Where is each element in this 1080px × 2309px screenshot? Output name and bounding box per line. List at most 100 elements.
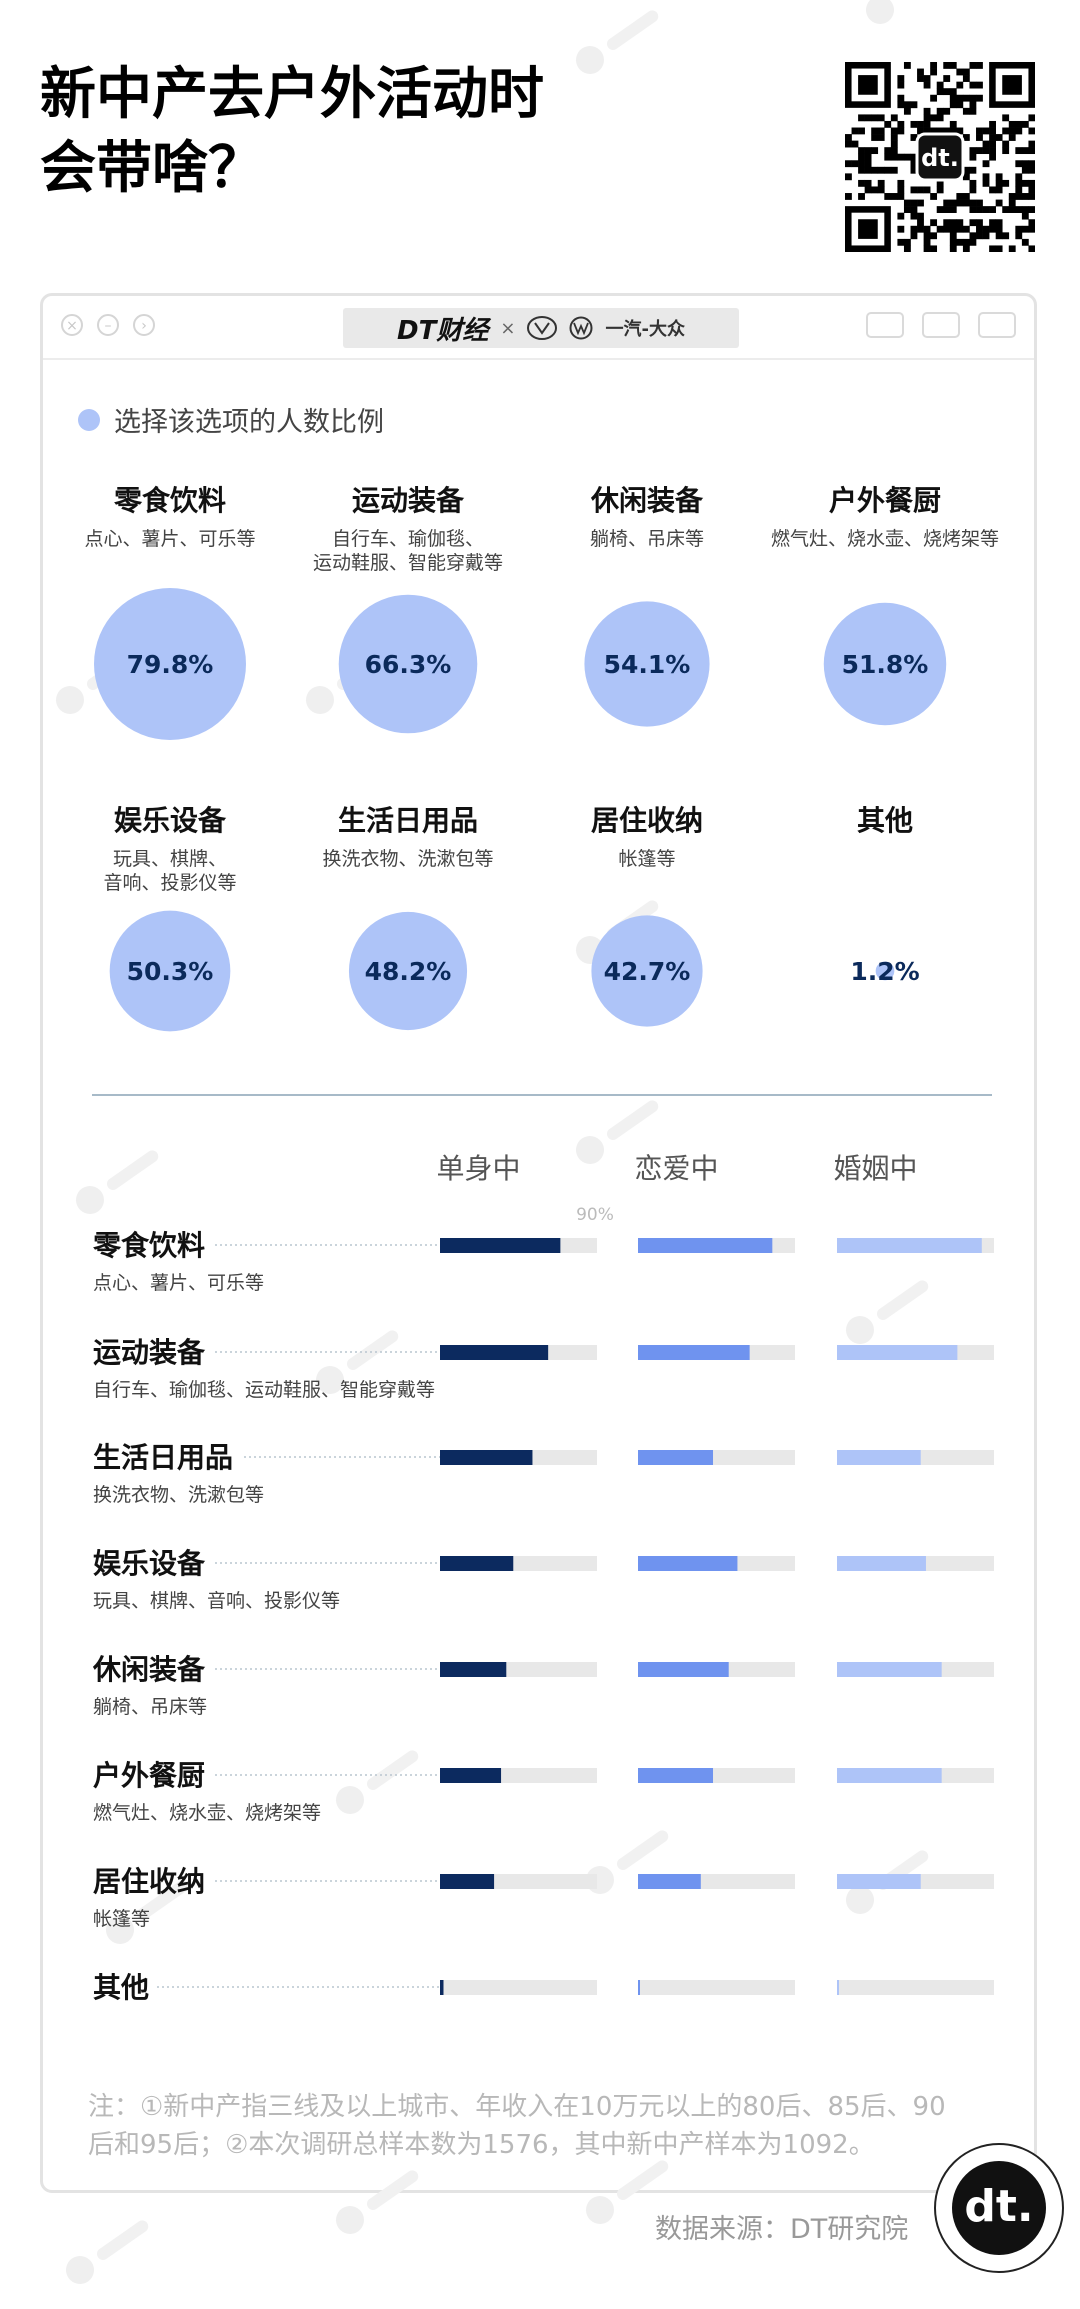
qr-module [858, 160, 865, 168]
watermark-bar [606, 10, 659, 50]
qr-module [995, 219, 1003, 227]
qr-module [949, 245, 957, 252]
qr-module [877, 166, 885, 174]
qr-module [877, 179, 885, 187]
bar-value [638, 1768, 714, 1783]
qr-module [1021, 193, 1029, 200]
qr-module [976, 206, 983, 213]
record-icon[interactable] [866, 312, 904, 338]
qr-module [910, 101, 918, 109]
bubble-value-label: 66.3% [365, 650, 452, 679]
qr-module [976, 147, 983, 155]
bar-category-label: 户外餐厨 [93, 1759, 205, 1792]
qr-module [910, 134, 918, 141]
bubble-circle [338, 594, 478, 734]
qr-module [936, 127, 944, 135]
qr-module [858, 147, 865, 155]
watermark-dot [66, 2256, 94, 2284]
bubble-item: 其他 1.2% [850, 804, 919, 986]
qr-module [1021, 166, 1029, 174]
qr-module [871, 134, 879, 141]
qr-module [1021, 206, 1029, 213]
qr-module [976, 199, 983, 207]
qr-module [936, 114, 944, 122]
watermark-dot [576, 1136, 604, 1164]
qr-module [989, 206, 996, 213]
qr-module [858, 153, 865, 161]
qr-module [1002, 140, 1010, 148]
series-header: 婚姻中 [833, 1152, 917, 1185]
bar-category-label: 生活日用品 [93, 1441, 233, 1474]
qr-module [917, 219, 924, 227]
qr-module [1021, 225, 1029, 233]
qr-module [851, 160, 859, 168]
watermark-bar [606, 1100, 659, 1140]
window-actions [866, 312, 1016, 338]
bubble-circle [591, 915, 703, 1027]
qr-module [877, 186, 885, 194]
qr-module [917, 120, 924, 128]
qr-module [1015, 173, 1023, 181]
qr-module [949, 94, 957, 102]
watermark-bar [876, 1280, 929, 1320]
qr-module [936, 88, 944, 96]
qr-module [903, 62, 911, 69]
legend-label: 选择该选项的人数比例 [114, 407, 384, 438]
maximize-icon[interactable]: › [133, 314, 155, 336]
title-line-1: 新中产去户外活动时 [40, 62, 544, 127]
qr-module [962, 75, 970, 82]
qr-module [890, 193, 898, 200]
qr-module [864, 153, 872, 161]
qr-module [910, 120, 918, 128]
qr-module [851, 140, 859, 148]
bar-value [440, 1768, 502, 1783]
qr-module [930, 245, 938, 252]
copy-icon[interactable] [978, 312, 1016, 338]
bubble-category-sub: 音响、投影仪等 [103, 872, 236, 894]
watermark-mark [106, 1880, 189, 1944]
bar-category-sub: 帐篷等 [93, 1908, 150, 1930]
qr-module [930, 232, 938, 240]
qr-module [1028, 186, 1035, 194]
bar-value [837, 1345, 958, 1360]
minimize-icon[interactable]: – [97, 314, 119, 336]
qr-module [995, 225, 1003, 233]
qr-module [982, 179, 990, 187]
close-icon[interactable]: × [61, 314, 83, 336]
qr-module [949, 120, 957, 128]
watermark-mark [576, 10, 659, 74]
bar-category-sub: 燃气灶、烧水壶、烧烤架等 [93, 1802, 321, 1824]
bar-category-label: 运动装备 [93, 1336, 206, 1369]
qr-module [936, 186, 944, 194]
qr-module [982, 225, 990, 233]
bar-value [440, 1556, 514, 1571]
qr-module [969, 179, 977, 187]
qr-module [930, 219, 938, 227]
bar-category-label: 其他 [93, 1971, 149, 2004]
qr-module [982, 147, 990, 155]
scale-max-label: 90% [576, 1205, 614, 1225]
qr-module [897, 101, 905, 109]
qr-module [1028, 127, 1035, 135]
bubble-category-sub: 换洗衣物、洗漱包等 [322, 848, 493, 870]
qr-module [962, 173, 970, 181]
watermark-bar [96, 2220, 149, 2260]
bar-value [837, 1874, 921, 1889]
qr-module [969, 232, 977, 240]
qr-module [1008, 206, 1016, 213]
qr-module [969, 62, 977, 69]
qr-module [962, 107, 970, 115]
qr-module [897, 225, 905, 233]
qr-module [917, 186, 924, 194]
bar-value [638, 1238, 773, 1253]
qr-module [1028, 219, 1035, 227]
share-icon[interactable] [922, 312, 960, 338]
qr-module [1008, 120, 1016, 128]
watermark-dot [846, 1886, 874, 1914]
qr-module [936, 179, 944, 187]
